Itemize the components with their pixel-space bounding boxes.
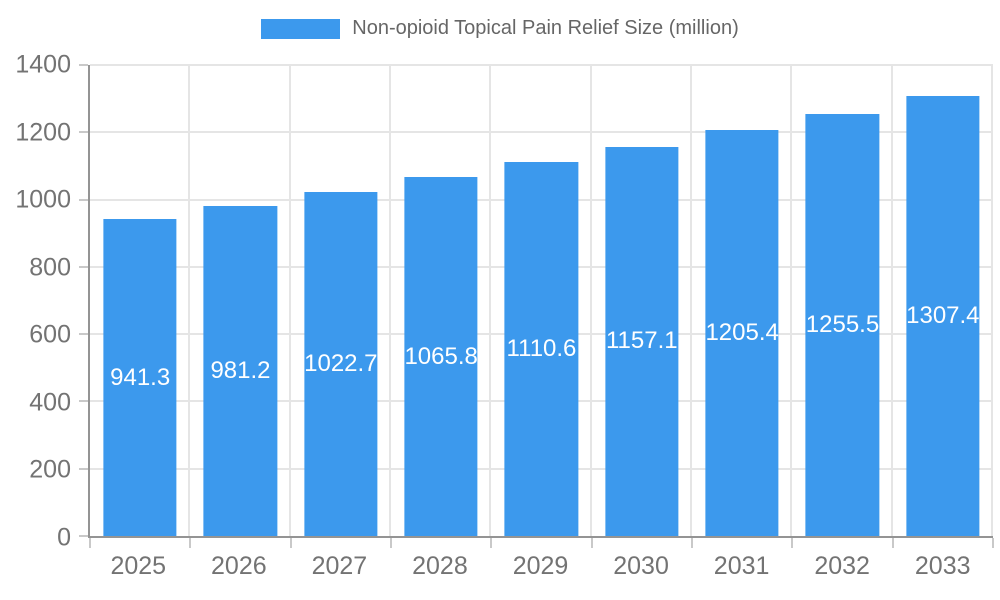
x-tick-label: 2025 <box>110 552 167 580</box>
bar-2025[interactable]: 941.3 <box>103 219 177 536</box>
v-gridline <box>991 65 993 536</box>
v-gridline <box>589 65 592 536</box>
x-tick-label: 2032 <box>814 552 870 580</box>
bar-2030[interactable]: 1157.1 <box>605 146 679 536</box>
chart-legend: Non-opioid Topical Pain Relief Size (mil… <box>0 17 1000 40</box>
x-tick-label: 2026 <box>211 552 267 580</box>
y-tick-mark <box>79 535 88 537</box>
bar-value-label: 1110.6 <box>506 335 577 363</box>
y-tick-mark <box>79 467 88 470</box>
bar-slot: 941.3 <box>90 65 190 536</box>
x-tick-label: 2027 <box>311 552 368 580</box>
v-gridline <box>489 65 492 536</box>
bar-value-label: 981.2 <box>210 356 271 384</box>
x-tick-mark <box>289 538 292 548</box>
bar-2026[interactable]: 981.2 <box>203 205 278 536</box>
bar-slot: 981.2 <box>190 65 290 536</box>
y-tick-mark <box>79 131 88 134</box>
bar-value-label: 1022.7 <box>304 349 378 377</box>
x-tick-mark <box>992 538 994 548</box>
y-tick-label: 0 <box>57 523 71 552</box>
bar-slot: 1022.7 <box>291 65 391 536</box>
h-gridline <box>90 64 993 66</box>
y-tick-label: 200 <box>29 455 71 484</box>
y-tick-mark <box>79 265 88 268</box>
x-tick-mark <box>189 538 192 548</box>
x-tick-mark <box>590 538 593 548</box>
bar-value-label: 1255.5 <box>805 310 880 338</box>
y-tick-label: 1000 <box>15 185 71 214</box>
y-tick-mark <box>79 64 88 66</box>
y-tick-mark <box>79 333 88 336</box>
x-tick-mark <box>89 538 91 548</box>
v-gridline <box>388 65 391 536</box>
y-axis: 0 200 400 600 800 1000 1200 1400 <box>0 51 71 552</box>
legend-label: Non-opioid Topical Pain Relief Size (mil… <box>352 17 739 39</box>
bar-slot: 1110.6 <box>491 65 591 536</box>
y-tick-mark <box>79 400 88 403</box>
x-tick-mark <box>690 538 693 548</box>
bar-slot: 1255.5 <box>792 65 892 536</box>
y-tick-mark <box>79 198 88 201</box>
bar-2027[interactable]: 1022.7 <box>304 191 378 536</box>
bar-slot: 1157.1 <box>592 65 692 536</box>
y-tick-label: 600 <box>29 320 71 349</box>
bar-2029[interactable]: 1110.6 <box>504 162 579 536</box>
bar-value-label: 941.3 <box>110 363 171 391</box>
bar-2028[interactable]: 1065.8 <box>404 177 478 536</box>
bar-2032[interactable]: 1255.5 <box>805 113 880 536</box>
v-gridline <box>188 65 191 536</box>
x-tick-label: 2030 <box>613 552 669 580</box>
y-tick-label: 1400 <box>15 50 71 79</box>
v-gridline <box>288 65 291 536</box>
x-tick-mark <box>791 538 794 548</box>
y-tick-label: 800 <box>29 253 71 282</box>
y-tick-label: 400 <box>29 388 71 417</box>
x-tick-label: 2031 <box>713 552 770 580</box>
x-tick-label: 2033 <box>914 552 971 580</box>
bar-value-label: 1205.4 <box>705 319 779 347</box>
x-tick-mark <box>891 538 894 548</box>
bar-value-label: 1157.1 <box>605 327 678 355</box>
bar-slot: 1307.4 <box>893 65 993 536</box>
bar-value-label: 1307.4 <box>906 302 980 330</box>
x-tick-mark <box>389 538 392 548</box>
legend-swatch-icon <box>261 18 341 39</box>
bar-2033[interactable]: 1307.4 <box>906 96 980 536</box>
x-tick-label: 2028 <box>412 552 468 580</box>
v-gridline <box>689 65 692 536</box>
v-gridline <box>890 65 893 536</box>
bar-value-label: 1065.8 <box>404 342 478 370</box>
h-gridline <box>90 131 993 134</box>
x-tick-label: 2029 <box>512 552 569 580</box>
v-gridline <box>790 65 793 536</box>
x-tick-mark <box>490 538 493 548</box>
y-tick-label: 1200 <box>15 118 71 147</box>
bar-slot: 1065.8 <box>391 65 491 536</box>
legend-item[interactable]: Non-opioid Topical Pain Relief Size (mil… <box>261 17 739 40</box>
x-axis: 2025 2026 2027 2028 2029 2030 2031 2032 2033 <box>88 552 993 586</box>
bar-2031[interactable]: 1205.4 <box>705 130 779 536</box>
bar-slot: 1205.4 <box>692 65 792 536</box>
plot-area: 941.3 981.2 1022.7 1065.8 1110.6 1157.1 1205.4… <box>79 64 994 548</box>
